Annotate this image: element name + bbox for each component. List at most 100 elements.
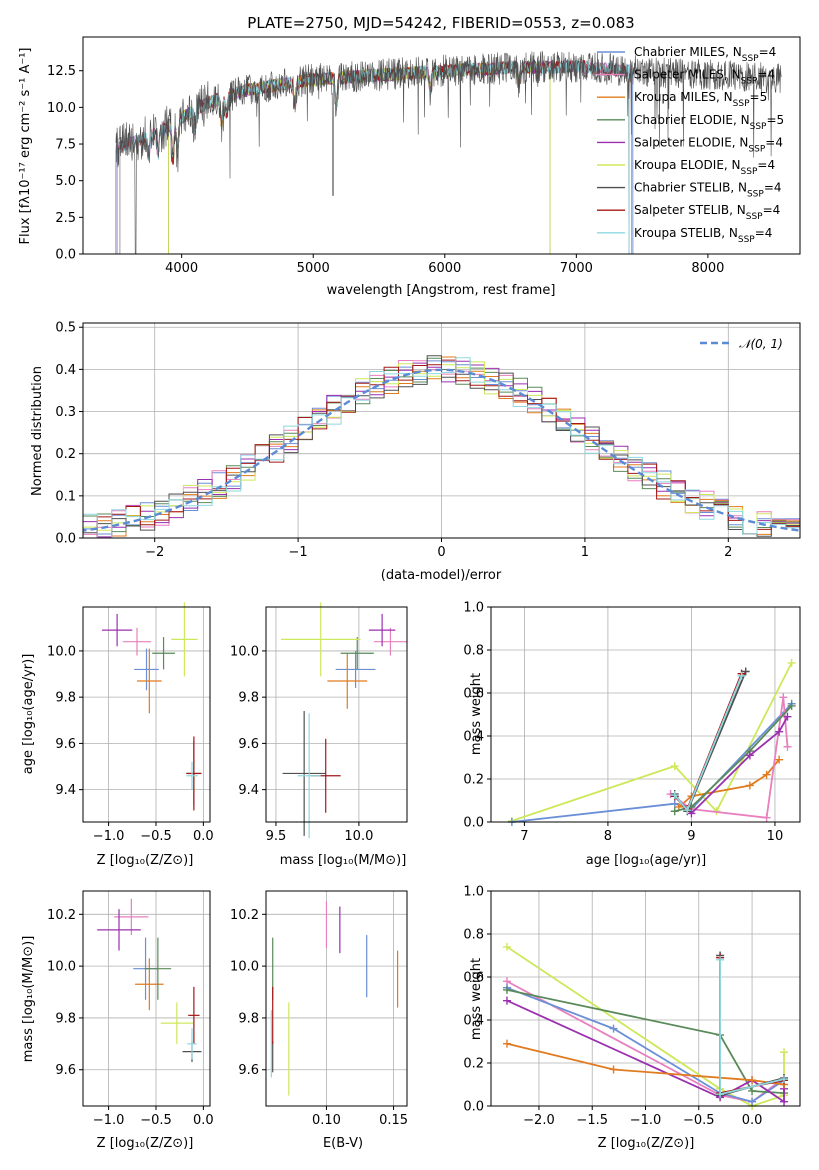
age-z-ytick-label: 9.8 (55, 691, 76, 706)
mass-z-ytick-label: 9.6 (55, 1063, 76, 1078)
mw-z-ylabel: mass weight (469, 958, 484, 1040)
mass-ebv-frame (265, 890, 408, 1107)
mass-ebv-xtick-label: 0.15 (379, 1113, 408, 1128)
mass-z-ytick-label: 10.2 (47, 908, 76, 923)
residual-xtick-label: 0 (437, 545, 445, 560)
legend-entry-kroupa-elodie: Kroupa ELODIE, NSSP=4 (634, 158, 775, 177)
mw-age-marker-salpeter-miles (779, 693, 788, 702)
mw-age-marker-kroupa-miles (775, 755, 784, 764)
mw-age-marker-salpeter-elodie (775, 727, 784, 736)
mw-z-marker-kroupa-stelib (716, 1090, 725, 1099)
mw-age-marker-chabrier-stelib (741, 667, 750, 676)
mw-z-ytick-label: 0.2 (463, 1057, 484, 1072)
residual-ytick-label: 0.1 (55, 489, 76, 504)
model-spectrum-chabrier-miles (115, 60, 634, 254)
mass-ebv-xtick-label: 0.10 (312, 1113, 341, 1128)
spectrum-panel: PLATE=2750, MJD=54242, FIBERID=0553, z=0… (18, 14, 801, 298)
age-z-xtick-label: −1.0 (93, 829, 125, 844)
residual-xtick-label: 2 (724, 545, 732, 560)
mw-age-xlabel: age [log₁₀(age/yr)] (586, 853, 707, 868)
spectrum-ytick-label: 0.0 (55, 248, 76, 263)
mw-z-xtick-label: −1.5 (576, 1113, 608, 1128)
age-z-frame (82, 606, 211, 823)
age-mass-xlabel: mass [log₁₀(M/M⊙)] (280, 853, 407, 868)
mw-z-xtick-label: 0.0 (742, 1113, 763, 1128)
spectrum-ytick-label: 2.5 (55, 211, 76, 226)
mw-z-marker-kroupa-miles (609, 1065, 618, 1074)
mw-age-line-kroupa-elodie (511, 662, 793, 822)
observed-spectrum (115, 51, 782, 254)
residual-ytick-label: 0.5 (55, 321, 76, 336)
mw-age-marker-kroupa-elodie (670, 762, 679, 771)
mw-age-marker-chabrier-elodie (670, 807, 679, 816)
mass-z-xtick-label: −1.0 (93, 1113, 125, 1128)
residual-plot-area (83, 355, 800, 538)
mw-age-ytick-label: 0.4 (463, 730, 484, 745)
mass-ebv-ytick-label: 10.2 (230, 908, 259, 923)
mass-ebv-ytick-label: 10.0 (230, 960, 259, 975)
spectrum-ylabel: Flux [fλ10⁻¹⁷ erg cm⁻² s⁻¹ A⁻¹] (18, 48, 33, 245)
mw-age-marker-chabrier-elodie (787, 701, 796, 710)
mw-age-xtick-label: 10 (767, 829, 784, 844)
age-z-ytick-label: 10.0 (47, 644, 76, 659)
age-z-ytick-label: 9.6 (55, 737, 76, 752)
mw-age-ytick-label: 0.6 (463, 687, 484, 702)
mw-age-marker-kroupa-stelib (737, 671, 746, 680)
mw-z-xtick-label: −0.5 (683, 1113, 715, 1128)
gaussian-reference-curve (83, 368, 800, 532)
mw-age-marker-salpeter-elodie (687, 809, 696, 818)
residual-xlabel: (data-model)/error (381, 568, 502, 583)
legend-entry-salpeter-miles: Salpeter MILES, NSSP=4 (634, 68, 775, 87)
mw-z-marker-kroupa-miles (748, 1076, 757, 1085)
mw-age-marker-chabrier-miles (670, 799, 679, 808)
mw-z-marker-kroupa-elodie (502, 942, 511, 951)
mw-z-xtick-label: −1.0 (630, 1113, 662, 1128)
mw-age-ytick-label: 1.0 (463, 601, 484, 616)
mw-age-line-chabrier-miles (511, 703, 793, 823)
mw-z-marker-salpeter-elodie (780, 1097, 789, 1106)
residual-ytick-label: 0.3 (55, 405, 76, 420)
residual-xtick-label: −2 (145, 545, 164, 560)
residual-histogram-panel: (data-model)/error Normed distribution −… (30, 321, 801, 583)
mw-z-marker-kroupa-stelib (780, 1075, 789, 1084)
age-z-xtick-label: 0.0 (193, 829, 214, 844)
residual-hist-kroupa-stelib (83, 357, 800, 538)
residual-ytick-label: 0.0 (55, 532, 76, 547)
model-spectrum-kroupa-miles (168, 59, 551, 254)
mass-z-xtick-label: −0.5 (140, 1113, 172, 1128)
mw-age-line-kroupa-miles (678, 759, 780, 808)
mass-vs-metallicity-panel: Z [log₁₀(Z/Z⊙)] mass [log₁₀(M/M⊙)] −1.0−… (21, 890, 214, 1151)
massweight-vs-age-panel: age [log₁₀(age/yr)] mass weight 7 8 9 10 0.0… (463, 601, 801, 868)
mass-z-xlabel: Z [log₁₀(Z/Z⊙)] (97, 1136, 194, 1151)
mw-z-marker-kroupa-stelib (716, 955, 725, 964)
mw-age-xtick-label: 9 (687, 829, 695, 844)
legend-entry-chabrier-miles: Chabrier MILES, NSSP=4 (634, 45, 776, 64)
mass-z-frame (82, 890, 211, 1107)
legend-entry-chabrier-stelib: Chabrier STELIB, NSSP=4 (634, 181, 782, 200)
mw-z-marker-chabrier-elodie (502, 985, 511, 994)
mw-z-ytick-label: 0.0 (463, 1100, 484, 1115)
age-z-ylabel: age [log₁₀(age/yr)] (21, 654, 36, 775)
mw-age-marker-salpeter-elodie (745, 751, 754, 760)
mw-z-marker-salpeter-elodie (502, 996, 511, 1005)
model-spectrum-kroupa-elodie (168, 60, 551, 254)
mw-age-marker-kroupa-stelib (683, 806, 692, 815)
age-z-ytick-label: 9.4 (55, 783, 76, 798)
residual-ylabel: Normed distribution (30, 366, 45, 496)
mw-z-marker-kroupa-miles (502, 1039, 511, 1048)
mw-z-line-salpeter-miles (506, 980, 785, 1103)
spectrum-plot-area (115, 51, 782, 254)
mass-ebv-xlabel: E(B-V) (323, 1136, 363, 1151)
spectrum-frame (82, 36, 801, 255)
spectrum-ytick-label: 7.5 (55, 138, 76, 153)
age-vs-metallicity-panel: Z [log₁₀(Z/Z⊙)] age [log₁₀(age/yr)] −1.0… (21, 602, 214, 868)
mw-z-ytick-label: 1.0 (463, 885, 484, 900)
mw-age-xtick-label: 7 (520, 829, 528, 844)
residual-ytick-label: 0.2 (55, 447, 76, 462)
model-spectrum-kroupa-stelib (119, 59, 630, 254)
mw-age-marker-salpeter-miles (783, 742, 792, 751)
residual-hist-chabrier-stelib (83, 355, 800, 538)
spectrum-xtick-label: 4000 (165, 261, 198, 276)
mw-z-xlabel: Z [log₁₀(Z/Z⊙)] (598, 1136, 695, 1151)
